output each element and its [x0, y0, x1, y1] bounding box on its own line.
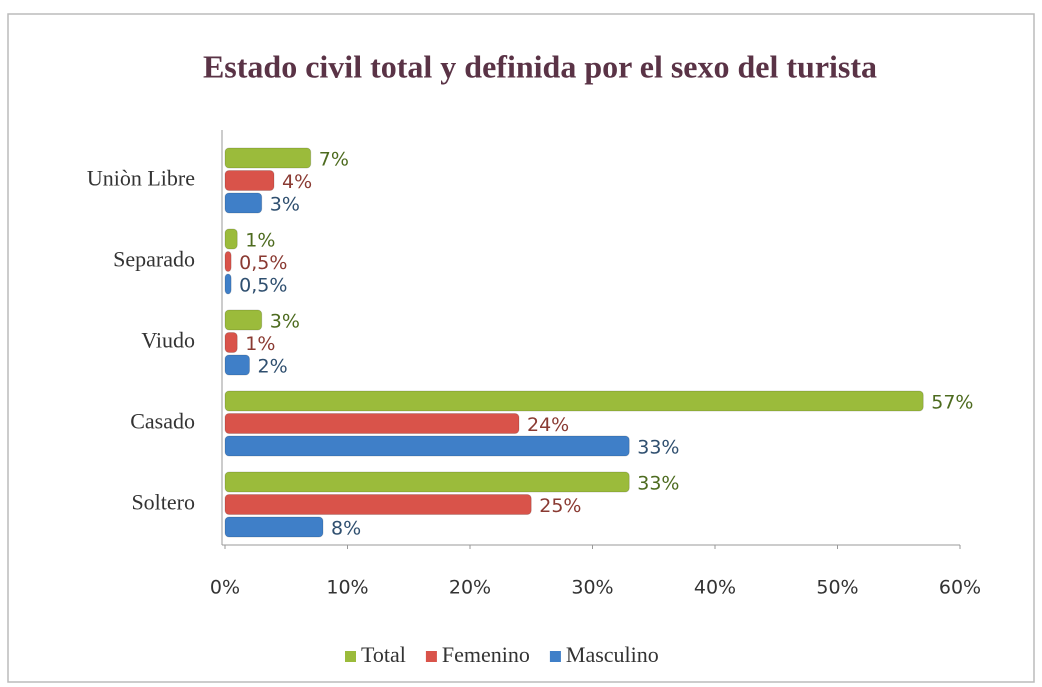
legend-swatch	[345, 651, 356, 662]
bar	[224, 494, 532, 515]
data-label: 8%	[331, 518, 361, 540]
data-label: 25%	[539, 495, 581, 517]
bar	[224, 413, 520, 434]
data-label: 7%	[319, 149, 349, 171]
bar	[224, 147, 312, 169]
data-label: 3%	[270, 311, 300, 333]
data-label: 4%	[282, 171, 312, 193]
x-tick-label: 60%	[939, 577, 981, 599]
legend-label: Femenino	[442, 642, 530, 667]
legend-label: Total	[361, 642, 406, 667]
x-tick-label: 0%	[210, 577, 240, 599]
data-label: 24%	[527, 414, 569, 436]
y-tick-label: Casado	[130, 409, 195, 434]
data-label: 2%	[258, 356, 288, 378]
y-tick-label: Soltero	[131, 490, 195, 515]
legend-swatch	[549, 651, 561, 662]
legend-label: Masculino	[566, 642, 659, 667]
data-label: 0,5%	[239, 275, 287, 297]
y-tick-label: Uniòn Libre	[87, 166, 195, 191]
bar	[224, 435, 630, 457]
chart-title: Estado civil total y definida por el sex…	[203, 48, 877, 84]
bar	[224, 354, 250, 376]
bar	[224, 192, 263, 214]
bar	[224, 273, 232, 295]
x-tick-label: 10%	[326, 577, 368, 599]
bar	[224, 228, 238, 250]
bar	[224, 309, 263, 331]
bar	[224, 251, 232, 272]
data-label: 33%	[637, 437, 679, 459]
bar	[224, 471, 630, 493]
bar	[224, 390, 924, 412]
bar	[224, 170, 275, 191]
x-tick-label: 30%	[571, 577, 613, 599]
x-tick-label: 40%	[694, 577, 736, 599]
data-label: 57%	[931, 392, 973, 414]
chart-frame	[7, 13, 1035, 683]
legend-swatch	[425, 651, 437, 662]
x-tick-label: 20%	[449, 577, 491, 599]
x-tick-label: 50%	[816, 577, 858, 599]
data-label: 1%	[245, 333, 275, 355]
y-tick-label: Separado	[113, 247, 195, 272]
bar	[224, 516, 324, 538]
data-label: 0,5%	[239, 252, 287, 274]
y-tick-label: Viudo	[141, 328, 195, 353]
data-label: 3%	[270, 194, 300, 216]
data-label: 1%	[245, 230, 275, 252]
bar	[224, 332, 238, 353]
data-label: 33%	[637, 473, 679, 495]
